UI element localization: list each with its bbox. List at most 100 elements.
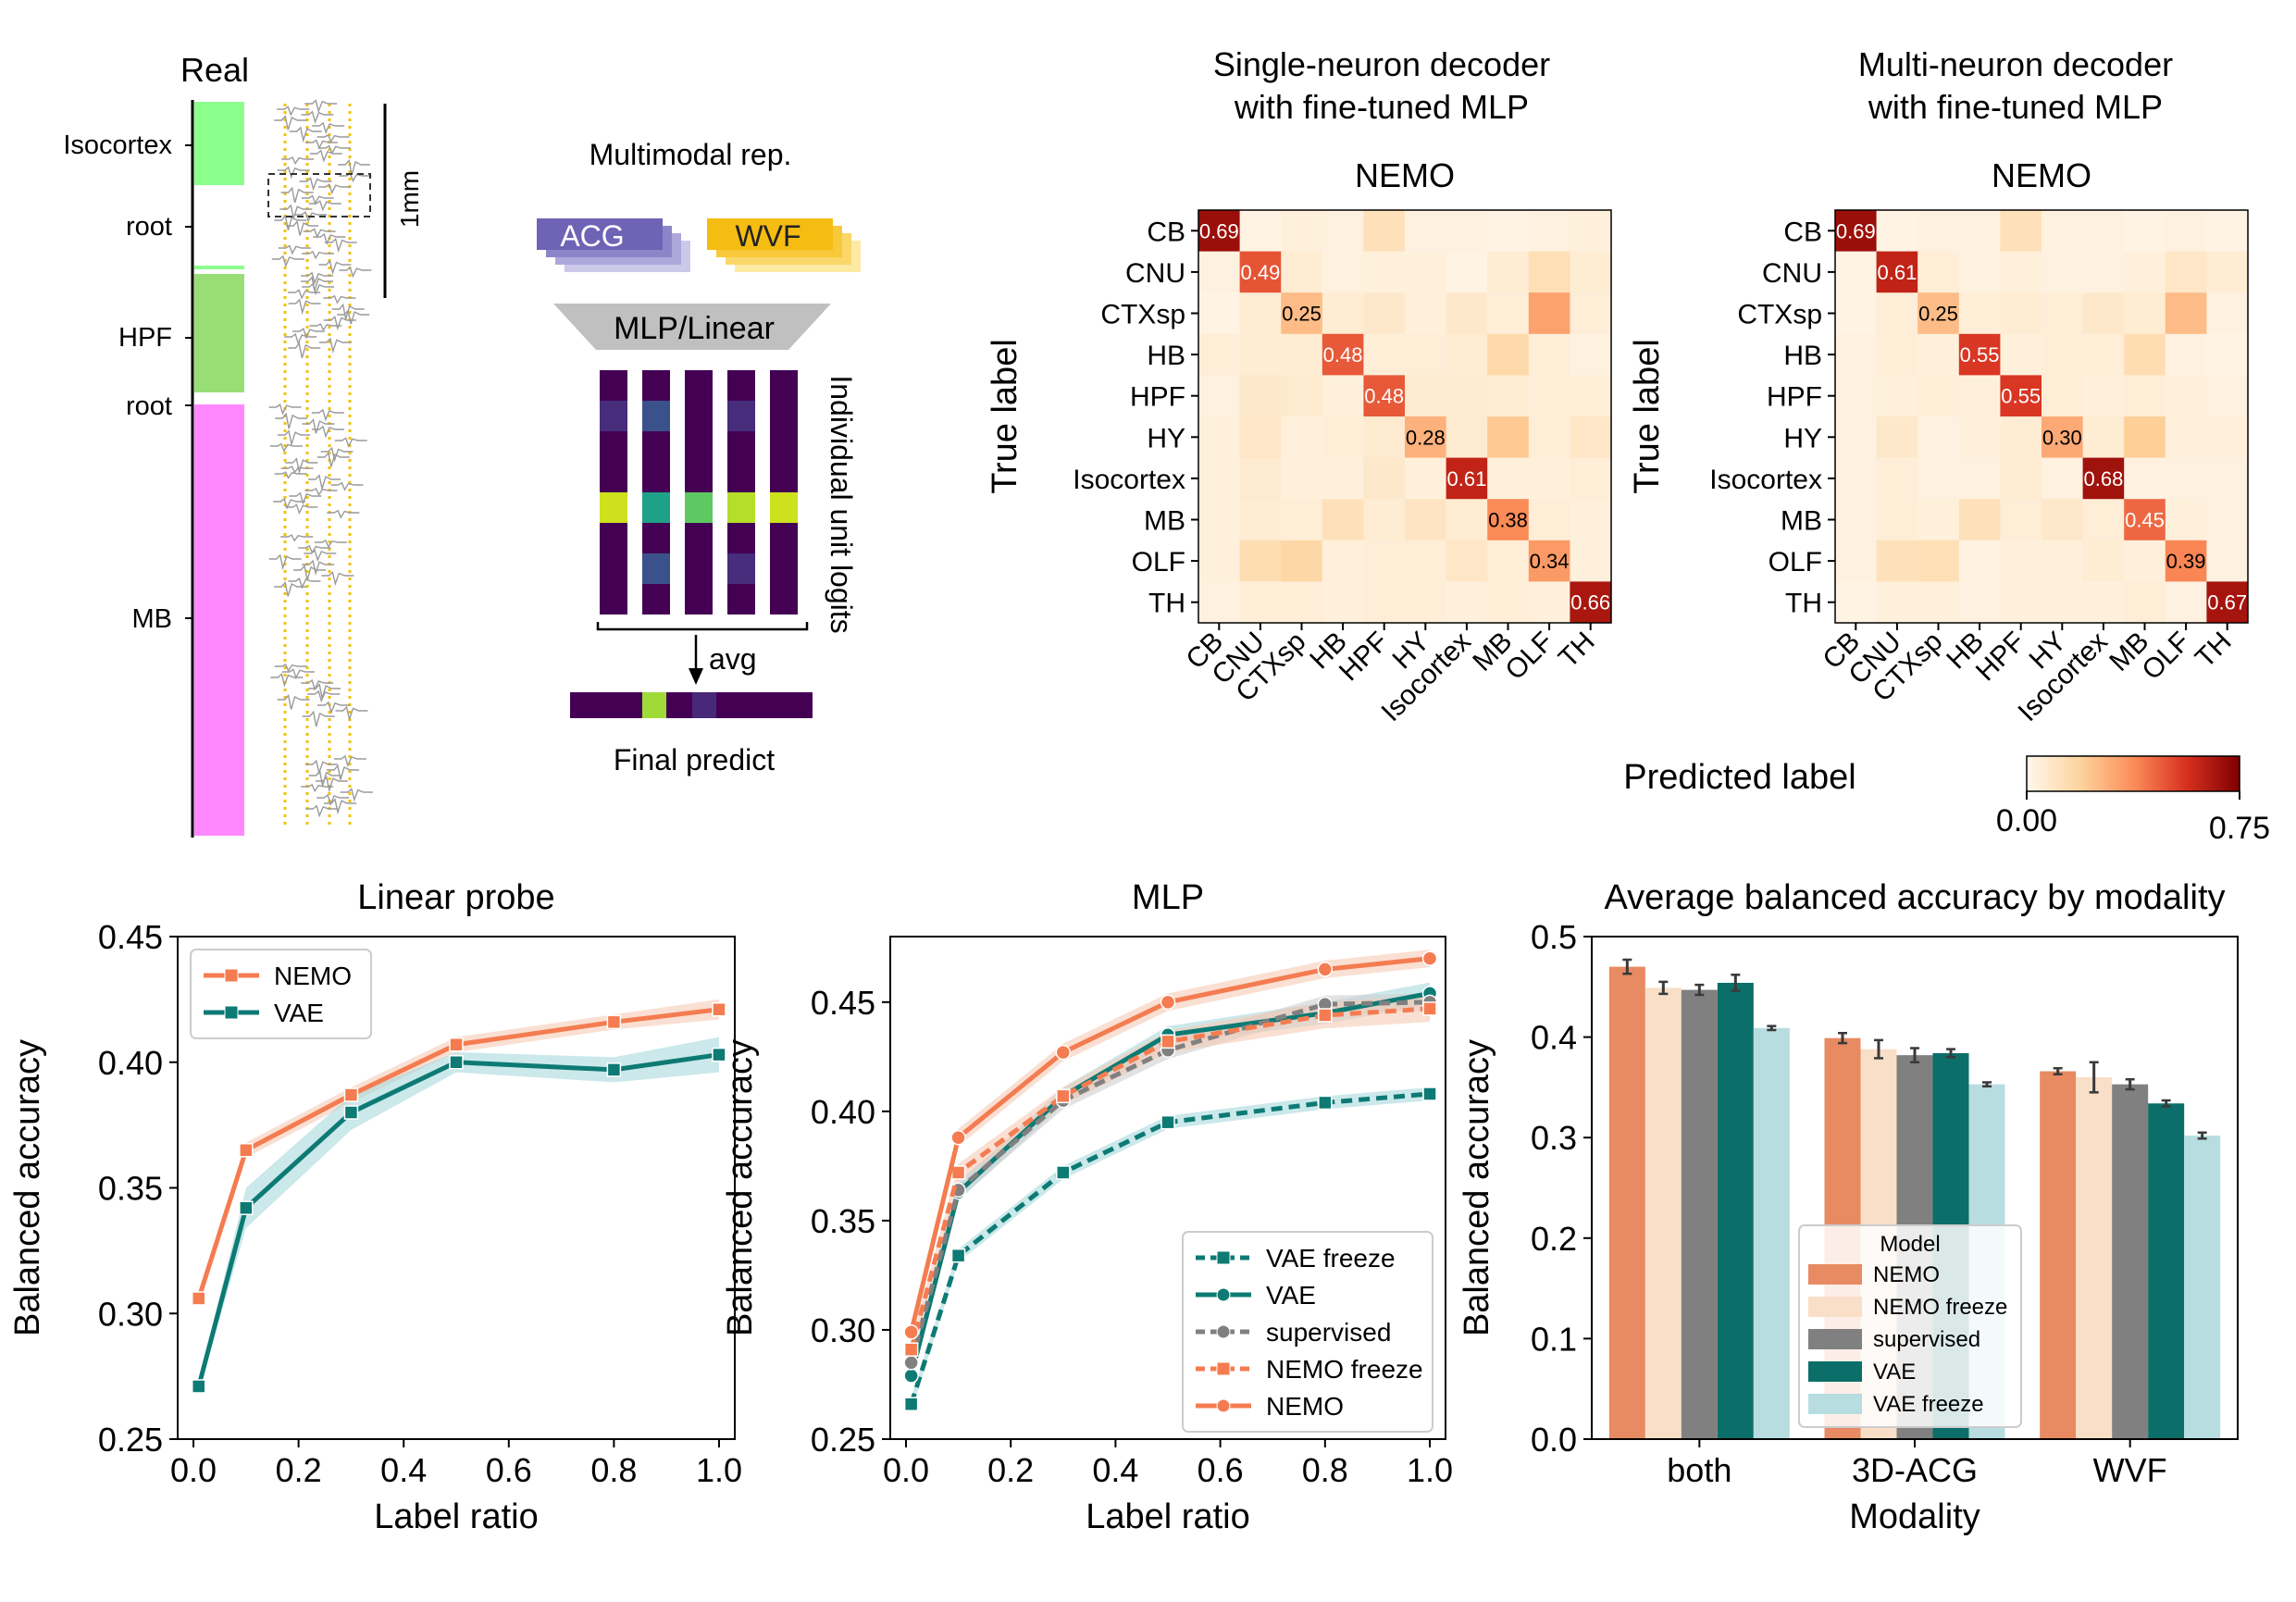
heatmap-cell: [1917, 251, 1960, 293]
heatmap-cell: [1281, 210, 1323, 253]
ytick-label: 0.30: [811, 1311, 875, 1349]
xtick-label: 0.8: [1302, 1451, 1348, 1489]
bar: [2076, 1077, 2113, 1439]
heatmap-cell: [1322, 540, 1364, 582]
heatmap-cell: [2124, 375, 2166, 417]
ytick-label: 0.45: [811, 984, 875, 1022]
heatmap-cell: [1835, 251, 1878, 293]
data-point: [449, 1037, 464, 1052]
heatmap-cell: [1876, 210, 1918, 253]
data-point: [343, 1087, 359, 1102]
heatmap-cell: [1405, 251, 1447, 293]
heatmap-cell: [2165, 581, 2207, 624]
xtick-label: 1.0: [1407, 1451, 1453, 1489]
heatmap-cell: [1363, 333, 1406, 376]
heatmap-cell: [2206, 540, 2249, 582]
series-band: [198, 1037, 719, 1392]
heatmap-value-label: 0.61: [1446, 467, 1486, 491]
category-label: 3D-ACG: [1852, 1451, 1978, 1489]
heatmap-cell: [2206, 292, 2249, 335]
legend-label: VAE: [274, 999, 324, 1027]
heatmap-cell: [2165, 292, 2207, 335]
legend-marker: [1216, 1361, 1231, 1376]
heatmap-value-label: 0.49: [1240, 261, 1280, 284]
heatmap-cell: [2206, 251, 2249, 293]
heatmap-cell: [1570, 251, 1612, 293]
heatmap-cell: [1958, 581, 2001, 624]
bar: [1644, 987, 1682, 1439]
heatmap-cell: [2124, 499, 2166, 541]
heatmap-value-label: 0.48: [1364, 385, 1404, 408]
heatmap-value-label: 0.66: [1570, 591, 1610, 615]
y-axis-label: Balanced accuracy: [721, 1039, 760, 1336]
data-point: [606, 1062, 622, 1077]
heatmap-cell: [1239, 581, 1282, 624]
data-point: [1421, 950, 1438, 966]
data-point: [1318, 1008, 1333, 1023]
ytick-label: 0.35: [98, 1170, 163, 1208]
legend-label: NEMO freeze: [1266, 1355, 1423, 1384]
heatmap-cell: [2000, 581, 2042, 624]
series-line: [196, 1007, 720, 1299]
heatmap-cell: [1281, 457, 1323, 500]
heatmap-cell: [2082, 333, 2125, 376]
ytick-label: 0.4: [1531, 1019, 1577, 1057]
heatmap-cell: [2165, 210, 2207, 253]
heatmap-cell: [1528, 457, 1570, 500]
heatmap-ytick-label: HB: [1783, 341, 1822, 371]
heatmap-cell: [2082, 499, 2125, 541]
legend-marker: [1216, 1324, 1231, 1339]
bar: [2112, 1084, 2149, 1439]
heatmap-cell: [1487, 581, 1530, 624]
heatmap-cell: [1239, 375, 1282, 417]
heatmap-value-label: 0.55: [1960, 343, 2000, 366]
heatmap-cell: [1876, 581, 1918, 624]
heatmap-cell: [1198, 457, 1241, 500]
heatmap-cell: [1322, 210, 1364, 253]
heatmap-cell: [1528, 251, 1570, 293]
data-point: [1317, 962, 1334, 977]
heatmap-cell: [1281, 251, 1323, 293]
acg-label: ACG: [560, 219, 624, 253]
region-label-root-1: root: [126, 212, 172, 242]
heatmap-ytick-label: CB: [1147, 217, 1185, 247]
data-point: [712, 1001, 726, 1017]
heatmap-ytick-label: TH: [1785, 589, 1822, 619]
heatmap-cell: [1570, 375, 1612, 417]
wvf-stack: WVF: [707, 218, 861, 272]
heatmap-cell: [1487, 457, 1530, 500]
xtick-label: 0.2: [987, 1451, 1034, 1489]
legend-title: Model: [1880, 1232, 1940, 1257]
heatmap-cell: [1835, 210, 1878, 253]
data-point: [1318, 1095, 1333, 1111]
colorbar-gradient: [2026, 755, 2240, 792]
series-line: [909, 1000, 1431, 1364]
heatmap-cell: [1487, 540, 1530, 582]
heatmap-cell: [2206, 375, 2249, 417]
heatmap-cell: [1528, 581, 1570, 624]
legend-marker: [224, 968, 239, 983]
heatmap-cell: [1487, 210, 1530, 253]
heatmap-ytick-label: CTXsp: [1100, 300, 1185, 330]
heatmap-cell: [2042, 540, 2084, 582]
heatmap-cell: [2082, 416, 2125, 459]
heatmap-cell: [2082, 251, 2125, 293]
heatmap-cell: [2000, 333, 2042, 376]
heatmap-ylabel: True label: [986, 339, 1024, 494]
ytick-label: 0.25: [98, 1421, 163, 1459]
heatmap-cell: [2206, 210, 2249, 253]
colorbar-min-label: 0.00: [1996, 803, 2057, 838]
legend-swatch: [1808, 1329, 1862, 1349]
heatmap-ytick-label: OLF: [1769, 547, 1822, 577]
acg-stack: ACG: [537, 218, 690, 272]
heatmap-value-label: 0.30: [2042, 426, 2082, 449]
heatmap-cell: [2000, 540, 2042, 582]
heatmap-ytick-label: HY: [1147, 423, 1185, 453]
heatmap-ytick-label: MB: [1781, 506, 1822, 537]
legend-label: VAE: [1873, 1360, 1916, 1385]
heatmap-cell: [1876, 416, 1918, 459]
heatmap-cell: [1570, 210, 1612, 253]
heatmap-cell: [1446, 210, 1488, 253]
heatmap-cell: [1322, 457, 1364, 500]
bar: [2148, 1103, 2185, 1439]
